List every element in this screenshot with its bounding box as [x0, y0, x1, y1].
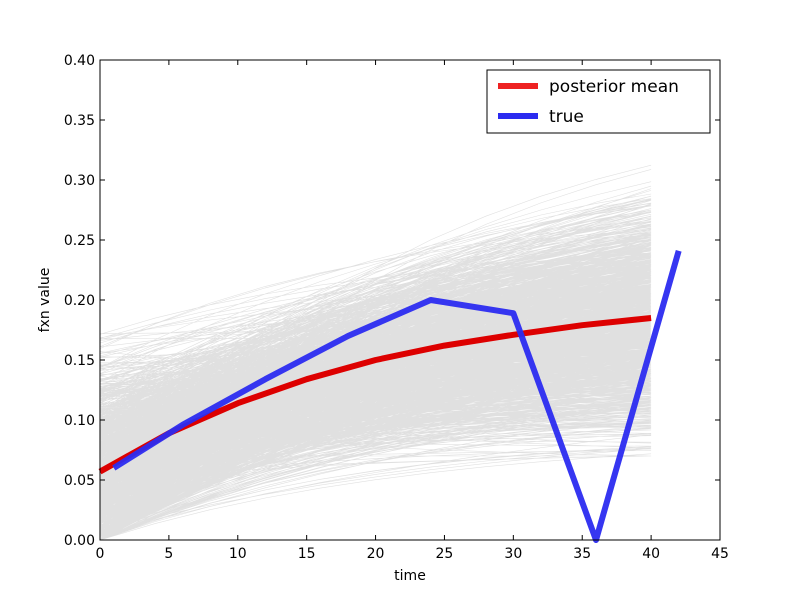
x-tick-label: 25 [436, 546, 454, 562]
y-tick-label: 0.15 [64, 353, 95, 369]
y-tick-label: 0.35 [64, 113, 95, 129]
posterior-samples [99, 164, 652, 541]
legend-box [486, 69, 711, 134]
legend-label-true: true [549, 107, 584, 127]
x-axis-label: time [394, 568, 426, 584]
x-tick-label: 15 [298, 546, 316, 562]
x-tick-label: 20 [367, 546, 385, 562]
x-tick-label: 10 [229, 546, 247, 562]
y-tick-label: 0.40 [64, 53, 95, 69]
axis-ticks: 0 5 10 15 20 25 30 35 40 45 0.00 0.05 0.10 0.15 0.20 0.… [64, 53, 729, 562]
y-axis-label: fxn value [37, 268, 53, 333]
y-tick-label: 0.05 [64, 473, 95, 489]
series-line-true [112, 249, 682, 543]
x-tick-label: 40 [642, 546, 660, 562]
x-tick-label: 5 [164, 546, 173, 562]
legend-label-posterior-mean: posterior mean [549, 77, 679, 97]
posterior-sample-curves [99, 164, 652, 541]
series-line-posterior-mean [98, 315, 652, 475]
y-tick-label: 0.20 [64, 293, 95, 309]
legend: posterior mean true [486, 69, 711, 134]
y-tick-label: 0.10 [64, 413, 95, 429]
x-tick-label: 35 [573, 546, 591, 562]
x-tick-label: 0 [96, 546, 105, 562]
x-tick-label: 45 [711, 546, 729, 562]
x-tick-label: 30 [504, 546, 522, 562]
y-tick-label: 0.30 [64, 173, 95, 189]
y-tick-label: 0.00 [64, 533, 95, 549]
y-tick-label: 0.25 [64, 233, 95, 249]
series-layer [98, 249, 682, 543]
